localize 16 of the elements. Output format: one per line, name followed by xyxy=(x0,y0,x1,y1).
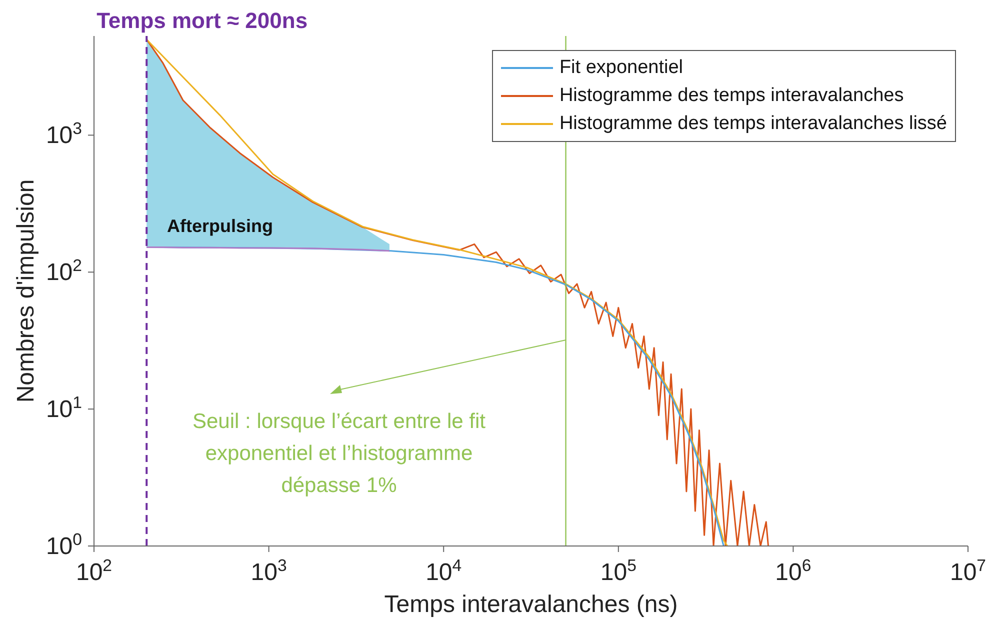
y-tick-label: 10$^{1}$ xyxy=(46,392,82,424)
ref-line-label: Temps mort ≈ 200ns xyxy=(96,8,308,33)
legend-label: Histogramme des temps interavalanches lissé xyxy=(559,112,947,136)
annotation: Afterpulsing xyxy=(167,216,273,236)
y-tick-label: 10$^{2}$ xyxy=(46,256,82,286)
ref-line-label: Seuil : lorsque l’écart entre le fit exponentiel et l’histogramme dépasse 1% xyxy=(192,410,486,497)
y-axis-title: Nombres d'impulsion xyxy=(13,179,40,403)
x-axis-title: Temps interavalanches (ns) xyxy=(384,591,678,618)
y-tick-label: 10$^{3}$ xyxy=(46,118,82,150)
x-tick-label: 10$^{3}$ xyxy=(250,556,287,586)
legend-label: Fit exponentiel xyxy=(559,56,684,80)
x-tick-label: 10$^{6}$ xyxy=(775,556,812,586)
x-tick-label: 10$^{4}$ xyxy=(426,556,462,586)
x-tick-label: 10$^{7}$ xyxy=(950,556,986,586)
legend-label: Histogramme des temps interavalanches xyxy=(559,84,904,108)
x-tick-label: 10$^{5}$ xyxy=(600,556,636,586)
